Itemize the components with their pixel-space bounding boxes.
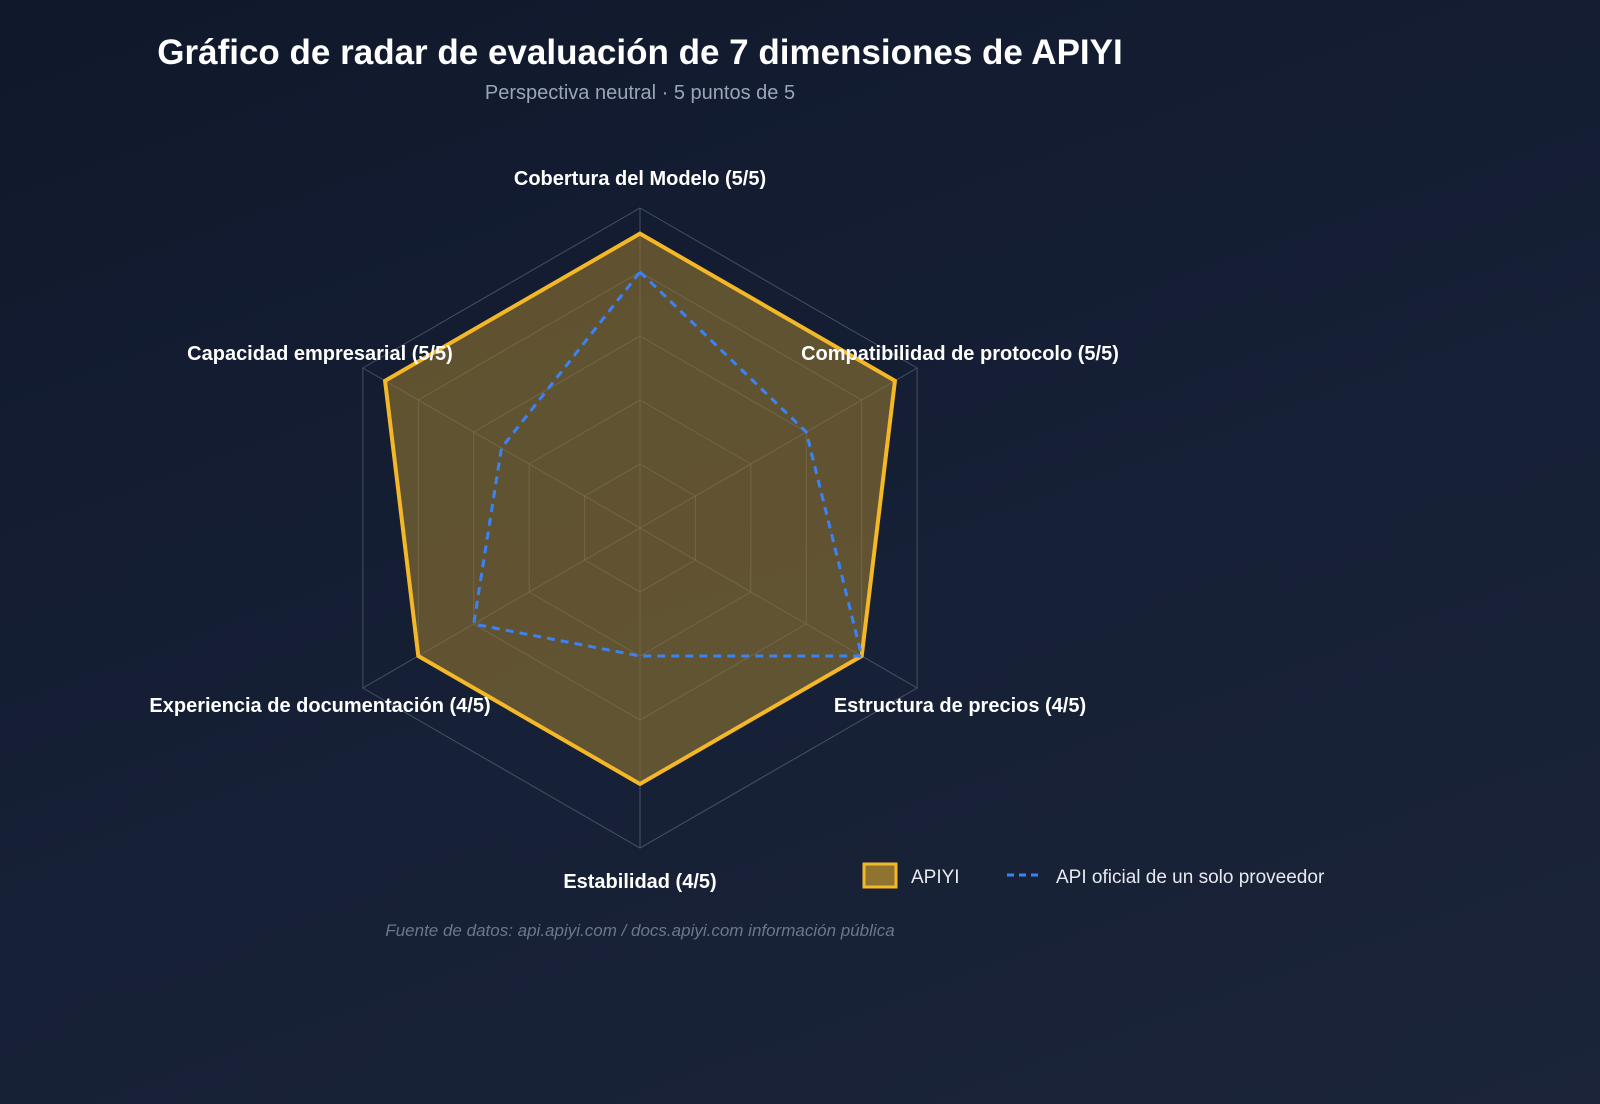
axis-label-stability: Estabilidad (4/5) bbox=[563, 871, 716, 893]
axis-label-model-coverage: Cobertura del Modelo (5/5) bbox=[514, 168, 766, 190]
series-apiyi-polygon bbox=[382, 231, 898, 787]
series-official-api-polygon bbox=[472, 269, 864, 658]
chart-title: Gráfico de radar de evaluación de 7 dime… bbox=[157, 33, 1122, 72]
radar-series bbox=[382, 231, 898, 787]
chart-subtitle: Perspectiva neutral · 5 puntos de 5 bbox=[485, 82, 795, 104]
axis-labels: Cobertura del Modelo (5/5) Compatibilidad… bbox=[149, 168, 1119, 893]
axis-label-docs: Experiencia de documentación (4/5) bbox=[149, 695, 490, 717]
source-note: Fuente de datos: api.apiyi.com / docs.ap… bbox=[385, 921, 894, 940]
axis-label-pricing: Estructura de precios (4/5) bbox=[834, 695, 1086, 717]
legend-swatch-apiyi bbox=[862, 862, 898, 889]
legend-label-official-api: API oficial de un solo proveedor bbox=[1056, 867, 1325, 888]
axis-label-protocol-compat: Compatibilidad de protocolo (5/5) bbox=[801, 343, 1119, 365]
axis-label-enterprise: Capacidad empresarial (5/5) bbox=[187, 343, 453, 365]
legend: APIYI API oficial de un solo proveedor bbox=[862, 862, 1325, 889]
legend-label-apiyi: APIYI bbox=[911, 867, 960, 888]
